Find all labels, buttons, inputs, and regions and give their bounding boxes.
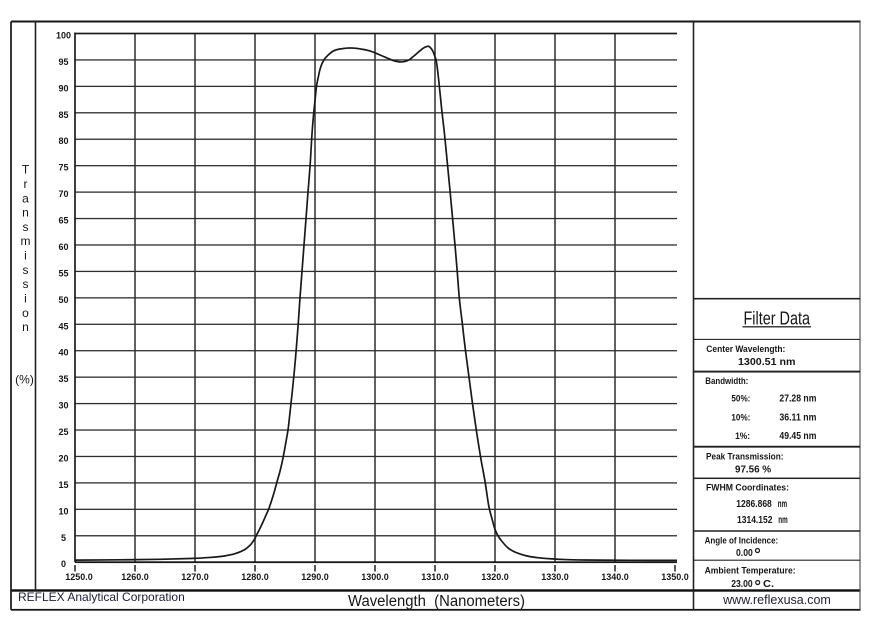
svg-text:25: 25 — [58, 427, 68, 437]
svg-text:1350.0: 1350.0 — [661, 572, 689, 582]
svg-text:1300.0: 1300.0 — [361, 572, 389, 582]
svg-text:(%): (%) — [15, 373, 34, 387]
svg-text:10: 10 — [58, 506, 68, 516]
svg-text:T: T — [22, 163, 30, 177]
svg-text:1%:: 1%: — [735, 431, 750, 442]
svg-text:45: 45 — [58, 321, 68, 331]
svg-text:o: o — [22, 306, 29, 320]
svg-text:1320.0: 1320.0 — [481, 572, 509, 582]
svg-text:1310.0: 1310.0 — [421, 572, 449, 582]
svg-text:i: i — [24, 249, 27, 263]
svg-text:1314.152: 1314.152 — [737, 515, 773, 526]
svg-text:23.00: 23.00 — [731, 579, 753, 590]
svg-text:www.reflexusa.com: www.reflexusa.com — [722, 593, 831, 607]
svg-text:10%:: 10%: — [731, 413, 750, 424]
svg-text:s: s — [23, 220, 29, 234]
svg-text:50%:: 50%: — [731, 394, 750, 405]
svg-text:FWHM Coordinates:: FWHM Coordinates: — [706, 482, 789, 492]
svg-text:27.28 nm: 27.28 nm — [779, 394, 816, 405]
svg-text:r: r — [24, 177, 28, 191]
svg-text:90: 90 — [58, 83, 68, 93]
svg-text:s: s — [23, 263, 29, 277]
svg-text:nm: nm — [778, 515, 788, 526]
svg-text:s: s — [23, 277, 29, 291]
svg-text:50: 50 — [58, 295, 68, 305]
svg-text:1300.51 nm: 1300.51 nm — [738, 357, 796, 368]
svg-text:n: n — [22, 320, 29, 334]
svg-text:35: 35 — [58, 374, 68, 384]
svg-text:1280.0: 1280.0 — [241, 572, 269, 582]
svg-text:70: 70 — [58, 189, 68, 199]
svg-text:75: 75 — [58, 163, 68, 173]
svg-text:1340.0: 1340.0 — [601, 572, 629, 582]
svg-text:Angle of Incidence:: Angle of Incidence: — [705, 536, 779, 546]
svg-text:i: i — [24, 292, 27, 306]
svg-text:Center Wavelength:: Center Wavelength: — [706, 344, 785, 355]
svg-text:1270.0: 1270.0 — [181, 572, 209, 582]
svg-text:80: 80 — [58, 136, 68, 146]
svg-text:Peak Transmission:: Peak Transmission: — [706, 452, 784, 462]
svg-text:1260.0: 1260.0 — [121, 572, 149, 582]
svg-text:%: % — [762, 465, 771, 476]
svg-text:a: a — [22, 192, 29, 206]
svg-text:5: 5 — [61, 533, 66, 543]
svg-text:Wavelength (Nanometers): Wavelength (Nanometers) — [348, 593, 525, 610]
svg-text:95: 95 — [58, 57, 68, 67]
svg-text:15: 15 — [58, 480, 68, 490]
svg-text:36.11 nm: 36.11 nm — [779, 413, 816, 424]
svg-text:1286.868: 1286.868 — [736, 499, 772, 510]
svg-text:Ambient Temperature:: Ambient Temperature: — [705, 566, 796, 576]
svg-text:60: 60 — [58, 242, 68, 252]
svg-text:REFLEX Analytical Corporation: REFLEX Analytical Corporation — [18, 590, 185, 604]
svg-text:30: 30 — [58, 401, 68, 411]
svg-text:1250.0: 1250.0 — [65, 572, 93, 582]
svg-text:0.00: 0.00 — [736, 548, 753, 559]
svg-text:100: 100 — [56, 31, 71, 41]
svg-text:20: 20 — [58, 454, 68, 464]
svg-text:Bandwidth:: Bandwidth: — [705, 376, 748, 387]
svg-text:40: 40 — [58, 348, 68, 358]
svg-text:C.: C. — [763, 579, 774, 590]
svg-text:n: n — [22, 206, 29, 220]
svg-text:65: 65 — [58, 216, 68, 226]
svg-text:1290.0: 1290.0 — [301, 572, 329, 582]
svg-text:49.45 nm: 49.45 nm — [779, 431, 816, 442]
svg-text:55: 55 — [58, 268, 68, 278]
svg-text:97.56: 97.56 — [735, 465, 760, 476]
svg-text:1330.0: 1330.0 — [541, 572, 569, 582]
svg-text:nm: nm — [778, 499, 788, 510]
svg-text:m: m — [21, 234, 31, 248]
svg-text:85: 85 — [58, 110, 68, 120]
svg-text:0: 0 — [61, 559, 66, 569]
svg-text:Filter Data: Filter Data — [744, 309, 811, 329]
